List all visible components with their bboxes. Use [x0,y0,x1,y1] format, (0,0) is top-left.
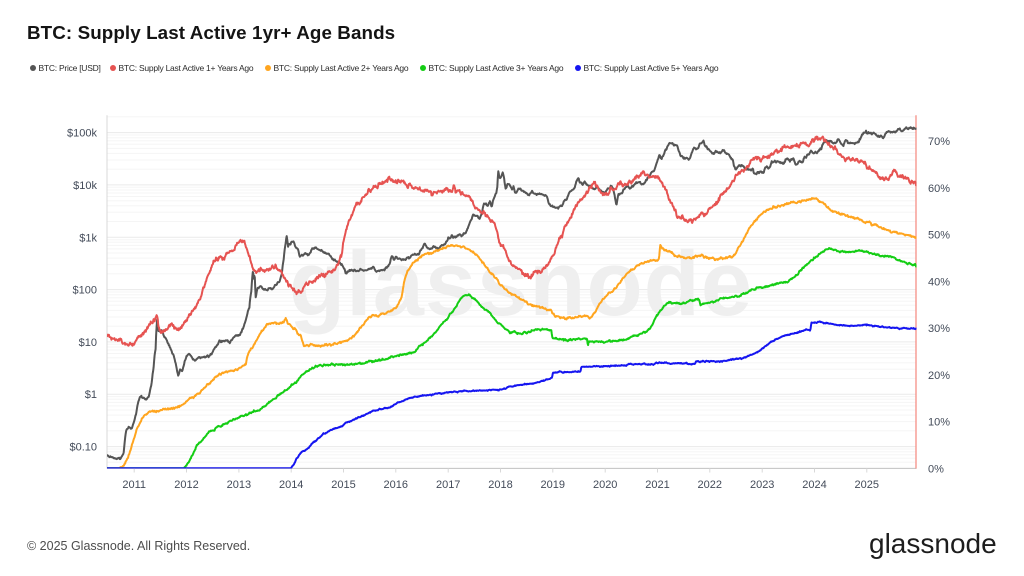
svg-text:2015: 2015 [331,479,355,491]
svg-text:glassnode: glassnode [289,233,753,335]
svg-text:2012: 2012 [174,479,198,491]
svg-text:2014: 2014 [279,479,303,491]
svg-text:$100: $100 [73,285,97,297]
svg-text:$10k: $10k [73,180,97,192]
svg-text:40%: 40% [928,276,950,288]
svg-text:0%: 0% [928,464,944,476]
svg-text:2019: 2019 [541,479,565,491]
svg-text:2020: 2020 [593,479,617,491]
svg-text:$100k: $100k [67,128,97,140]
svg-text:2024: 2024 [802,479,826,491]
svg-text:2023: 2023 [750,479,774,491]
svg-text:2017: 2017 [436,479,460,491]
svg-text:2013: 2013 [227,479,251,491]
svg-text:2025: 2025 [855,479,879,491]
svg-text:20%: 20% [928,370,950,382]
svg-text:50%: 50% [928,230,950,242]
svg-text:70%: 70% [928,136,950,148]
svg-text:2021: 2021 [645,479,669,491]
svg-text:2018: 2018 [488,479,512,491]
svg-text:30%: 30% [928,323,950,335]
svg-text:60%: 60% [928,183,950,195]
svg-text:2011: 2011 [122,479,146,491]
svg-text:$0.10: $0.10 [69,442,97,454]
svg-text:$1k: $1k [79,232,97,244]
svg-text:$10: $10 [79,337,97,349]
svg-text:2022: 2022 [698,479,722,491]
svg-text:10%: 10% [928,417,950,429]
svg-text:$1: $1 [85,389,97,401]
svg-text:2016: 2016 [384,479,408,491]
